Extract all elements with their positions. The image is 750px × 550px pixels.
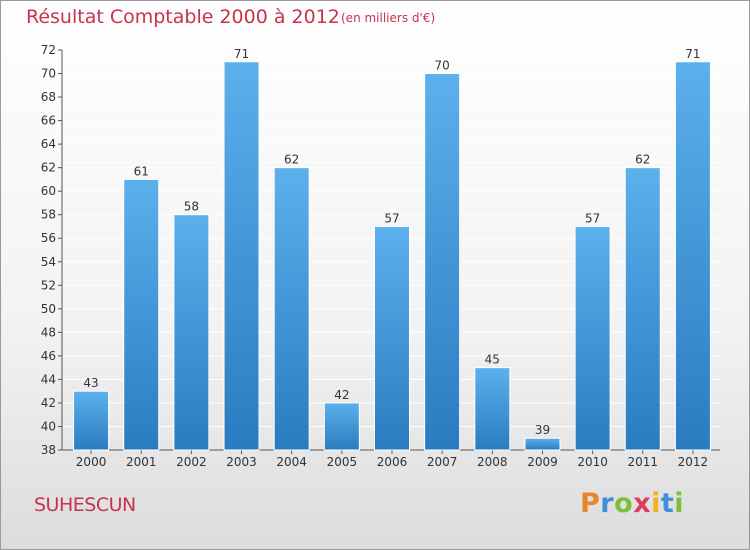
x-tick-label: 2012 [678,455,709,469]
logo-letter: i [651,488,661,519]
x-tick-label: 2011 [627,455,658,469]
logo-letter: x [633,488,652,519]
x-tick-label: 2002 [176,455,207,469]
y-tick-label: 44 [41,372,56,386]
y-tick-label: 58 [41,208,56,222]
y-tick-label: 40 [41,419,56,433]
y-tick-label: 52 [41,278,56,292]
y-tick-label: 62 [41,161,56,175]
chart-unit-note: (en milliers d'€) [341,11,436,25]
y-tick-label: 42 [41,396,56,410]
data-label: 61 [134,164,149,178]
data-label: 43 [83,376,98,390]
y-tick-label: 60 [41,184,56,198]
data-label: 62 [635,153,650,167]
x-tick-label: 2001 [126,455,157,469]
chart-title: Résultat Comptable 2000 à 2012 [26,6,340,28]
y-tick-label: 72 [41,43,56,57]
proxiti-logo[interactable]: Proxiti [580,488,684,519]
x-tick-label: 2006 [377,455,408,469]
y-tick-label: 64 [41,137,56,151]
bar-2008 [474,367,511,451]
bar-2011 [624,167,661,451]
y-tick-label: 48 [41,325,56,339]
data-label: 71 [685,47,700,61]
x-tick-label: 2010 [577,455,608,469]
data-label: 39 [535,423,550,437]
data-label: 57 [384,211,399,225]
data-label: 45 [485,353,500,367]
commune-name: SUHESCUN [34,494,136,516]
y-tick-label: 54 [41,255,56,269]
data-label: 70 [435,59,450,73]
bar-2002 [173,214,210,451]
bar-2001 [123,178,160,451]
x-tick-label: 2007 [427,455,458,469]
bar-2009 [524,437,561,451]
logo-letter: P [580,488,601,519]
bar-2000 [73,390,110,451]
data-labels: 43 61 58 71 62 42 57 70 45 39 57 62 71 [83,47,700,437]
x-tick-label: 2000 [76,455,107,469]
data-label: 62 [284,153,299,167]
bar-2007 [424,73,461,451]
y-tick-label: 70 [41,67,56,81]
bars [73,61,711,451]
x-tick-label: 2009 [527,455,558,469]
bar-2012 [674,61,711,451]
logo-letter: i [674,488,685,519]
data-label: 42 [334,388,349,402]
x-tick-label: 2003 [226,455,257,469]
x-tick-label: 2005 [327,455,358,469]
data-label: 57 [585,211,600,225]
y-tick-label: 38 [41,443,56,457]
bar-2005 [323,402,360,451]
logo-letter: t [660,488,675,519]
bar-2010 [574,225,611,451]
y-tick-label: 68 [41,90,56,104]
x-tick-label: 2008 [477,455,508,469]
data-label: 58 [184,200,199,214]
data-label: 71 [234,47,249,61]
bar-2004 [273,167,310,451]
axes: 38 40 42 44 46 48 50 52 54 56 58 60 62 64 66 68 70 72 2000… [41,43,720,469]
y-tick-label: 66 [41,114,56,128]
y-tick-label: 56 [41,231,56,245]
bar-2006 [374,225,410,451]
logo-letter: r [600,488,615,519]
x-tick-label: 2004 [276,455,307,469]
y-tick-label: 46 [41,349,56,363]
y-tick-label: 50 [41,302,56,316]
logo-letter: o [614,488,634,519]
bar-2003 [223,61,260,451]
